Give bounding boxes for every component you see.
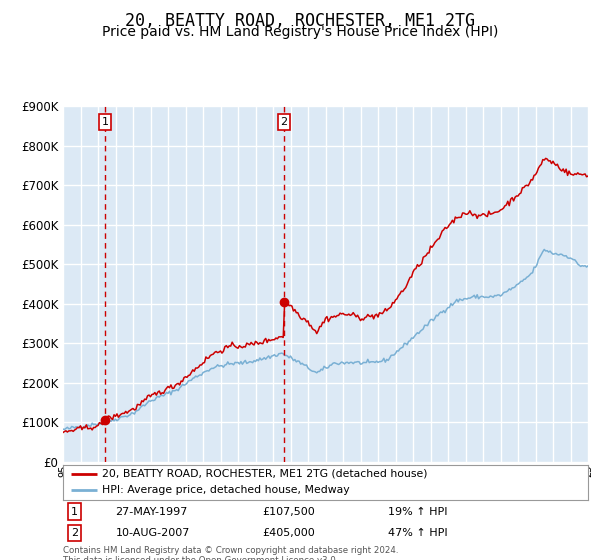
Text: Contains HM Land Registry data © Crown copyright and database right 2024.
This d: Contains HM Land Registry data © Crown c…	[63, 546, 398, 560]
Text: Price paid vs. HM Land Registry's House Price Index (HPI): Price paid vs. HM Land Registry's House …	[102, 25, 498, 39]
Text: 1: 1	[71, 507, 78, 516]
Text: 20, BEATTY ROAD, ROCHESTER, ME1 2TG (detached house): 20, BEATTY ROAD, ROCHESTER, ME1 2TG (det…	[103, 469, 428, 479]
Text: 2: 2	[71, 528, 78, 538]
Text: 20, BEATTY ROAD, ROCHESTER, ME1 2TG: 20, BEATTY ROAD, ROCHESTER, ME1 2TG	[125, 12, 475, 30]
Text: £107,500: £107,500	[263, 507, 315, 516]
Text: 47% ↑ HPI: 47% ↑ HPI	[389, 528, 448, 538]
Text: HPI: Average price, detached house, Medway: HPI: Average price, detached house, Medw…	[103, 486, 350, 496]
Text: 2: 2	[280, 117, 287, 127]
Text: 1: 1	[101, 117, 109, 127]
Text: 27-MAY-1997: 27-MAY-1997	[115, 507, 188, 516]
Text: 19% ↑ HPI: 19% ↑ HPI	[389, 507, 448, 516]
Text: £405,000: £405,000	[263, 528, 315, 538]
Text: 10-AUG-2007: 10-AUG-2007	[115, 528, 190, 538]
